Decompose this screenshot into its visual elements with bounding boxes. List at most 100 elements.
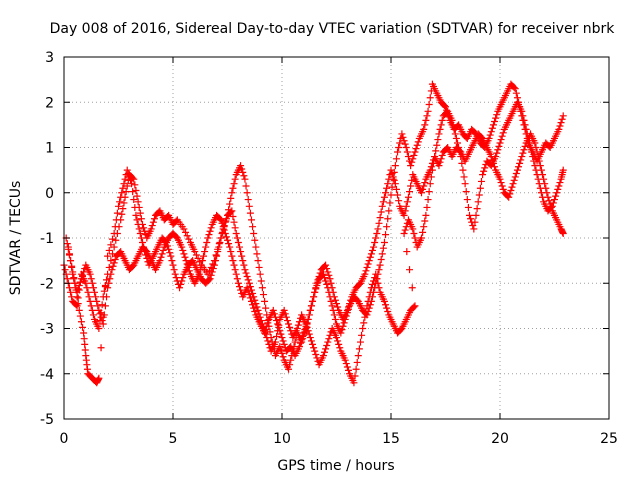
data-point — [319, 270, 327, 278]
data-point — [401, 140, 409, 148]
data-point — [505, 193, 513, 201]
x-tick-label: 0 — [60, 431, 69, 447]
data-point — [177, 280, 185, 288]
data-point — [243, 189, 251, 197]
data-point — [207, 224, 215, 232]
data-point — [207, 271, 215, 279]
data-point — [422, 116, 430, 124]
data-point — [390, 176, 398, 184]
data-point — [176, 284, 184, 292]
data-point — [395, 144, 403, 151]
data-point — [385, 207, 393, 215]
data-point — [419, 185, 427, 193]
data-point — [300, 329, 308, 337]
data-point — [409, 155, 417, 163]
data-point — [460, 173, 468, 181]
data-point — [74, 285, 82, 293]
data-point — [399, 133, 407, 141]
data-point — [275, 323, 283, 331]
data-point — [406, 188, 414, 196]
data-point — [86, 297, 94, 305]
data-point — [238, 165, 246, 173]
data-point — [333, 334, 340, 342]
data-point — [380, 193, 388, 201]
data-point — [231, 175, 239, 183]
data-point — [325, 271, 333, 279]
data-point — [209, 265, 217, 273]
data-point — [93, 297, 101, 305]
data-point — [467, 215, 475, 223]
data-point — [414, 138, 422, 146]
data-point — [363, 263, 371, 271]
data-point — [499, 129, 507, 137]
data-point — [185, 235, 193, 243]
data-point — [521, 121, 529, 129]
data-point — [463, 196, 471, 204]
data-point — [286, 361, 294, 369]
data-point — [249, 301, 257, 309]
data-point — [118, 210, 126, 218]
x-tick-label: 5 — [169, 431, 178, 447]
data-point — [420, 125, 428, 133]
data-point — [341, 356, 349, 364]
data-point — [204, 270, 212, 278]
data-point — [425, 101, 433, 109]
data-point — [497, 179, 505, 187]
data-point — [228, 252, 236, 260]
data-point — [360, 319, 368, 327]
data-point — [327, 297, 335, 305]
data-point — [330, 293, 338, 301]
data-point — [377, 255, 385, 263]
data-point — [204, 234, 212, 242]
data-point — [489, 121, 497, 129]
data-point — [436, 125, 444, 133]
data-point — [491, 163, 499, 171]
data-point — [384, 180, 392, 188]
data-point — [183, 232, 191, 240]
data-point — [425, 188, 433, 196]
data-point — [392, 155, 400, 163]
data-point — [328, 302, 336, 310]
data-point — [359, 325, 367, 332]
data-point — [489, 159, 497, 167]
data-point — [301, 326, 309, 334]
data-point — [309, 340, 317, 348]
data-point — [376, 214, 384, 222]
data-point — [240, 172, 248, 180]
data-point — [245, 202, 253, 210]
data-point — [373, 229, 381, 237]
data-point — [241, 175, 249, 183]
data-point — [313, 279, 321, 287]
data-point — [555, 182, 563, 190]
data-point — [147, 225, 155, 233]
data-point — [512, 89, 520, 97]
data-point — [491, 117, 499, 125]
data-point — [251, 296, 259, 304]
data-point — [474, 198, 482, 206]
data-point — [373, 275, 381, 283]
data-point — [76, 312, 84, 320]
data-point — [358, 331, 366, 339]
data-point — [515, 163, 523, 171]
data-point — [316, 269, 324, 277]
data-point — [86, 270, 94, 278]
data-point — [448, 116, 456, 124]
data-point — [311, 288, 319, 296]
data-point — [252, 243, 260, 251]
x-tick-label: 15 — [382, 431, 400, 447]
data-point — [131, 203, 139, 211]
data-point — [432, 147, 440, 155]
data-point — [256, 270, 264, 278]
data-point — [182, 228, 190, 236]
data-point — [234, 239, 242, 247]
data-point — [117, 193, 125, 201]
data-point — [354, 352, 362, 360]
data-point — [279, 337, 287, 345]
data-point — [299, 332, 307, 340]
data-point — [371, 239, 379, 247]
data-point — [421, 217, 429, 225]
data-point — [226, 200, 234, 208]
data-point — [166, 249, 174, 257]
data-point — [337, 329, 345, 337]
data-point — [280, 306, 288, 314]
